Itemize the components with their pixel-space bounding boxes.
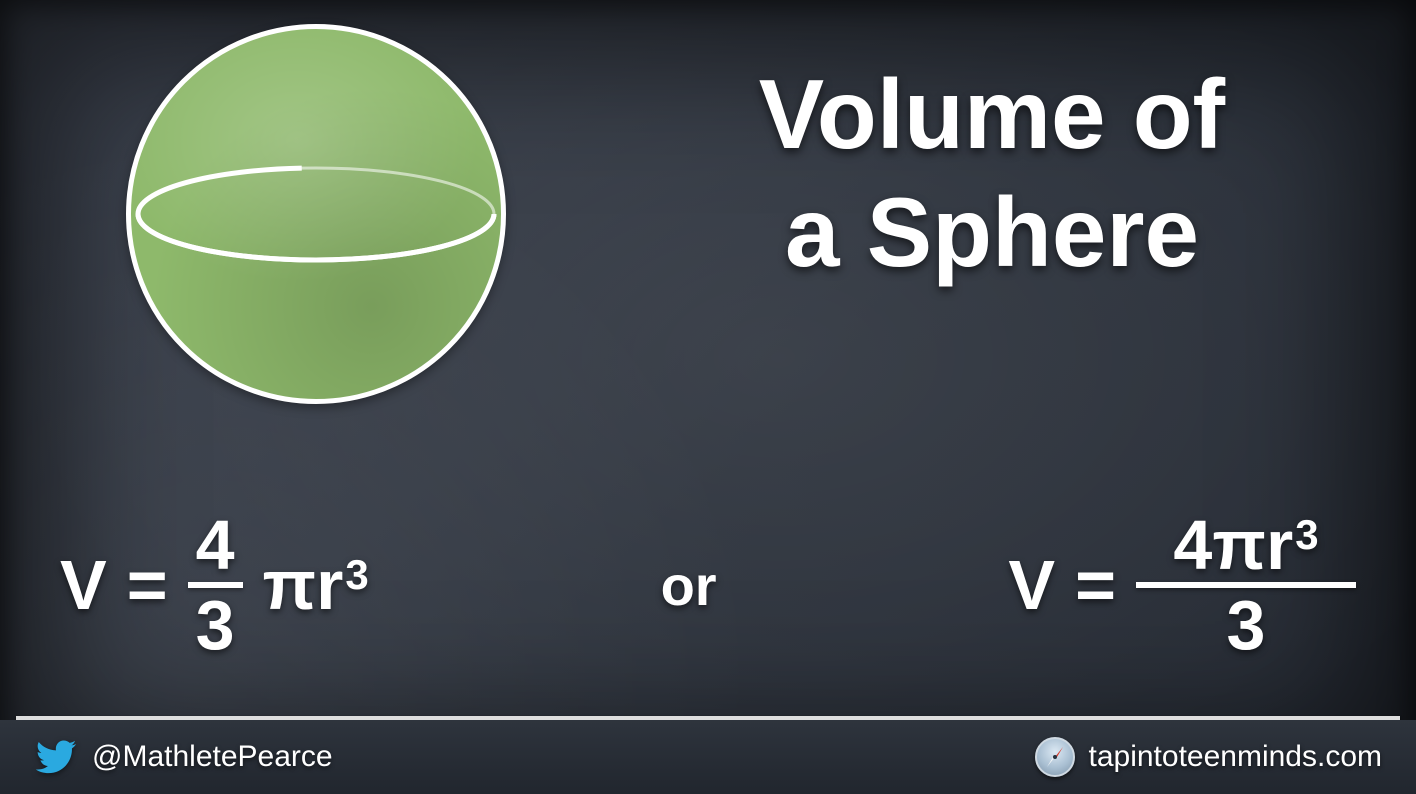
formula-right: V = 4πr3 3 [1008,508,1356,662]
footer-right: tapintoteenminds.com [1035,737,1383,777]
twitter-icon [34,735,78,779]
title-line-1: Volume of [612,56,1372,174]
safari-icon [1035,737,1075,777]
sphere-diagram [126,24,506,404]
exponent-3: 3 [345,551,368,599]
formula-left: V = 4 3 πr3 [60,508,369,662]
footer-left: @MathletePearce [34,735,333,779]
equals-sign: = [127,545,168,625]
fraction-denominator: 3 [188,588,243,662]
title: Volume of a Sphere [612,56,1372,291]
title-line-2: a Sphere [612,174,1372,292]
website-url: tapintoteenminds.com [1089,740,1383,774]
fraction-4pir3-over-3: 4πr3 3 [1136,508,1356,662]
fraction-numerator: 4 [188,508,243,582]
equals-sign: = [1075,545,1116,625]
connector-or: or [661,553,717,618]
fraction-four-thirds: 4 3 [188,508,243,662]
footer: @MathletePearce tapintoteenminds.com [0,720,1416,794]
numerator-base: 4πr [1173,510,1293,580]
formula-row: V = 4 3 πr3 or V = 4πr3 3 [60,470,1356,700]
pi-r-cubed: πr3 [263,545,369,625]
fraction-denominator: 3 [1219,588,1274,662]
exponent-3: 3 [1295,514,1318,556]
fraction-numerator: 4πr3 [1165,508,1326,582]
formula-right-lhs: V [1008,545,1055,625]
main-area: Volume of a Sphere V = 4 3 πr3 or V = 4π… [0,0,1416,720]
formula-left-lhs: V [60,545,107,625]
twitter-handle: @MathletePearce [92,740,333,774]
pi-r: πr [263,545,344,625]
